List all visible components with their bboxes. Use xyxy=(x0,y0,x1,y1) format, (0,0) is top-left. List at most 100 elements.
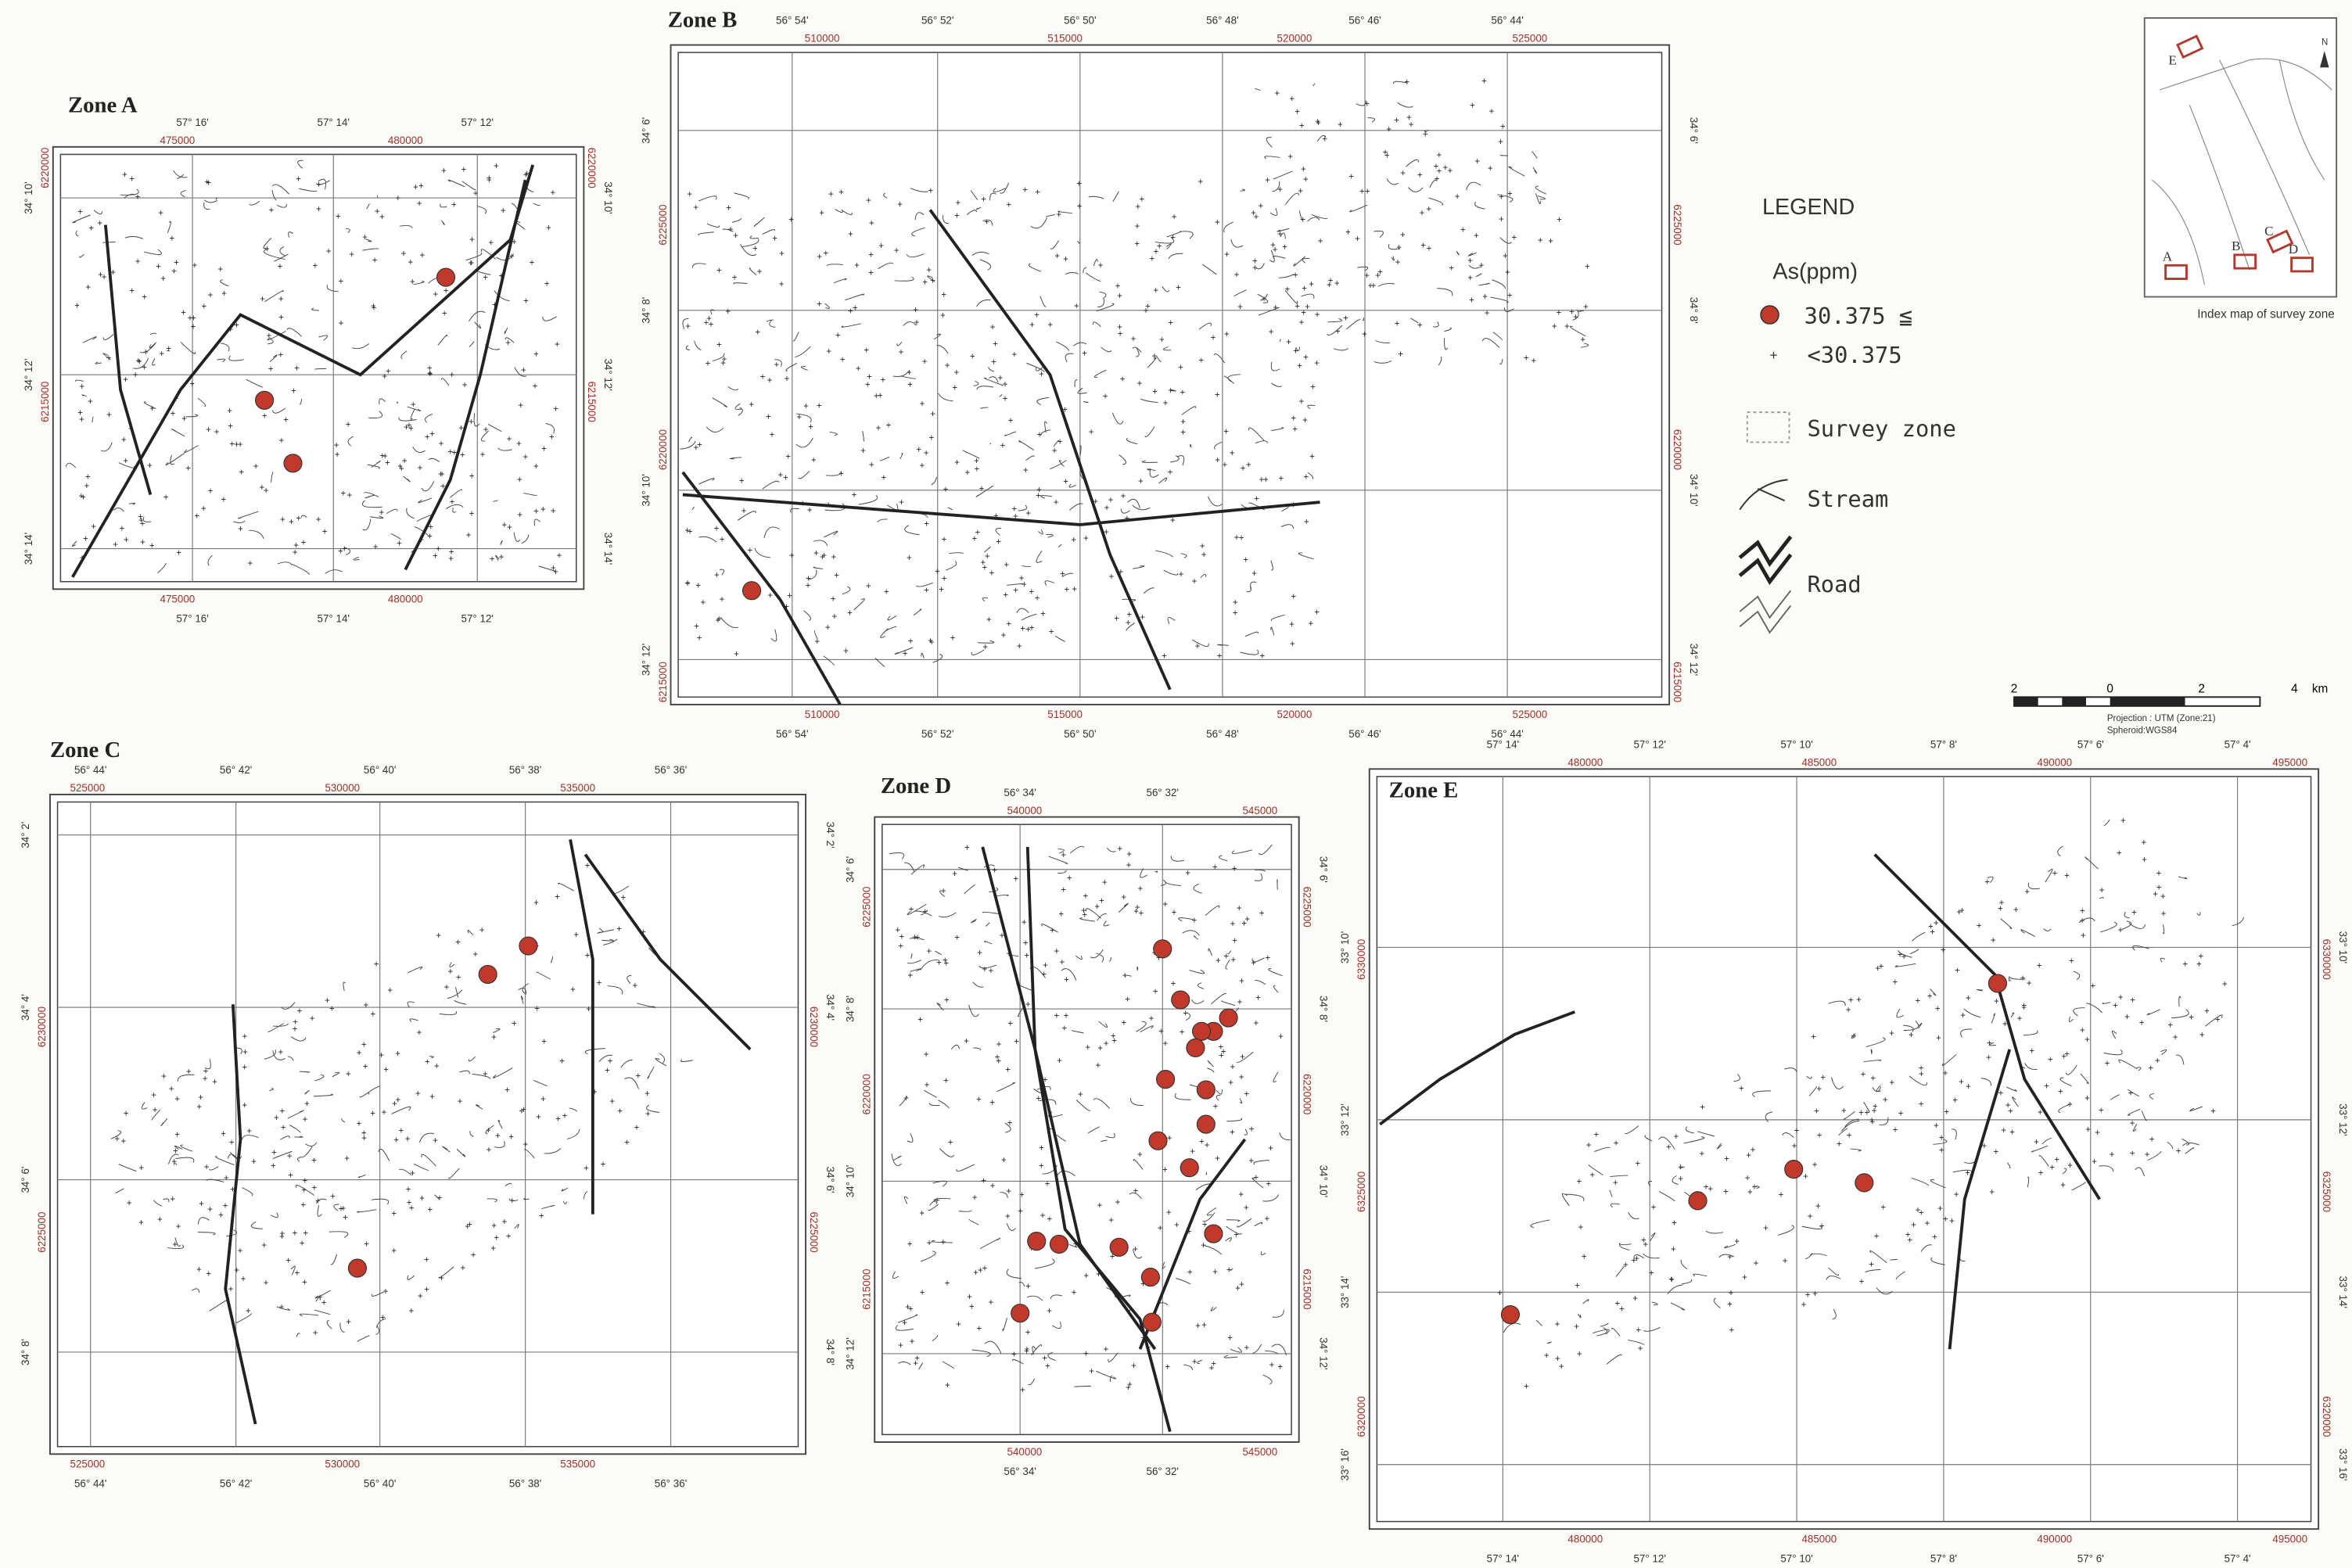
sample-point: + xyxy=(1011,350,1017,360)
sample-point: + xyxy=(541,444,547,454)
longitude-label: 57° 10' xyxy=(1780,1552,1812,1564)
latitude-label: 34° 8' xyxy=(1688,297,1700,324)
sample-point: + xyxy=(1752,1183,1758,1193)
longitude-label: 56° 42' xyxy=(220,764,252,776)
sample-point: + xyxy=(138,1218,144,1228)
sample-point: + xyxy=(271,1148,277,1157)
sample-point: + xyxy=(992,866,997,875)
legend-stream-symbol xyxy=(1740,479,1787,509)
sample-point: + xyxy=(121,436,127,445)
sample-point: + xyxy=(948,1138,953,1147)
sample-point: + xyxy=(1815,1202,1821,1211)
sample-point: + xyxy=(2130,1119,2135,1128)
sample-point: + xyxy=(1001,1156,1007,1165)
anomaly-point xyxy=(1205,1225,1223,1243)
sample-point: + xyxy=(261,1241,267,1250)
sample-point: + xyxy=(294,364,300,373)
sample-point: + xyxy=(1851,1032,1857,1041)
sample-point: + xyxy=(1029,587,1034,597)
sample-point: + xyxy=(1638,1344,1643,1354)
sample-point: + xyxy=(1747,1188,1753,1197)
sample-point: + xyxy=(1255,994,1261,1003)
sample-point: + xyxy=(1265,954,1270,963)
sample-point: + xyxy=(274,1114,279,1123)
sample-point: + xyxy=(695,581,701,590)
sample-point: + xyxy=(945,1279,950,1289)
sample-point: + xyxy=(456,973,461,982)
sample-point: + xyxy=(293,1229,298,1239)
sample-point: + xyxy=(1167,1134,1172,1143)
sample-point: + xyxy=(848,307,853,317)
index-zone-label: C xyxy=(2264,224,2274,239)
sample-point: + xyxy=(546,224,551,233)
sample-point: + xyxy=(941,290,946,300)
latitude-label: 34° 8' xyxy=(844,996,856,1022)
sample-point: + xyxy=(1935,1005,1941,1014)
sample-point: + xyxy=(2090,981,2095,991)
sample-point: + xyxy=(1500,122,1506,131)
sample-point: + xyxy=(2021,1002,2027,1011)
sample-point: + xyxy=(1019,574,1025,583)
sample-point: + xyxy=(1966,1082,1971,1092)
sample-point: + xyxy=(1137,379,1143,389)
longitude-label: 56° 38' xyxy=(509,1477,541,1489)
sample-point: + xyxy=(1117,292,1122,301)
sample-point: + xyxy=(399,1126,404,1136)
sample-point: + xyxy=(1237,998,1243,1007)
sample-point: + xyxy=(2038,1169,2044,1179)
sample-point: + xyxy=(1417,171,1423,181)
sample-point: + xyxy=(380,1313,386,1322)
sample-point: + xyxy=(325,996,330,1006)
sample-point: + xyxy=(1040,1211,1046,1221)
sample-point: + xyxy=(1936,1034,1941,1043)
latitude-label: 33° 10' xyxy=(1339,931,1351,963)
sample-point: + xyxy=(1201,1321,1207,1330)
legend-subtitle: As(ppm) xyxy=(1772,260,1858,285)
sample-point: + xyxy=(1022,185,1028,195)
sample-point: + xyxy=(1448,167,1453,176)
sample-point: + xyxy=(344,1154,350,1164)
sample-point: + xyxy=(1779,1191,1784,1200)
sample-point: + xyxy=(1919,1064,1924,1074)
sample-point: + xyxy=(864,346,869,356)
sample-point: + xyxy=(371,302,376,311)
sample-point: + xyxy=(221,1129,226,1139)
sample-point: + xyxy=(1183,1010,1188,1019)
sample-point: + xyxy=(1270,241,1276,250)
north-label: N xyxy=(2321,38,2328,48)
sample-point: + xyxy=(444,983,450,992)
anomaly-point xyxy=(1785,1161,1803,1179)
sample-point: + xyxy=(386,367,391,376)
sample-point: + xyxy=(1215,218,1220,228)
longitude-label: 57° 12' xyxy=(1633,1552,1665,1564)
sample-point: + xyxy=(1083,892,1088,902)
longitude-label: 57° 14' xyxy=(318,117,350,128)
sample-point: + xyxy=(1819,1222,1825,1231)
sample-point: + xyxy=(624,1138,630,1147)
sample-point: + xyxy=(1303,353,1309,362)
sample-point: + xyxy=(171,267,177,276)
easting-label: 495000 xyxy=(2272,1533,2307,1545)
sample-point: + xyxy=(1674,1132,1679,1142)
sample-point: + xyxy=(391,1209,397,1218)
sample-point: + xyxy=(293,548,298,558)
sample-point: + xyxy=(1585,262,1590,271)
sample-point: + xyxy=(1163,399,1169,408)
longitude-label: 57° 12' xyxy=(461,117,494,128)
sample-point: + xyxy=(343,1214,348,1223)
sample-point: + xyxy=(262,412,268,422)
sample-point: + xyxy=(706,359,711,368)
sample-point: + xyxy=(1083,1272,1089,1281)
sample-point: + xyxy=(2156,869,2162,878)
sample-point: + xyxy=(458,1097,463,1107)
sample-point: + xyxy=(1671,1245,1676,1254)
sample-point: + xyxy=(1460,225,1466,235)
sample-point: + xyxy=(573,931,579,940)
longitude-label: 56° 54' xyxy=(776,15,808,27)
sample-point: + xyxy=(982,643,988,652)
sample-point: + xyxy=(410,278,415,287)
sample-point: + xyxy=(2064,871,2070,881)
sample-point: + xyxy=(1057,1057,1062,1066)
sample-point: + xyxy=(942,575,947,584)
sample-point: + xyxy=(1037,431,1043,440)
